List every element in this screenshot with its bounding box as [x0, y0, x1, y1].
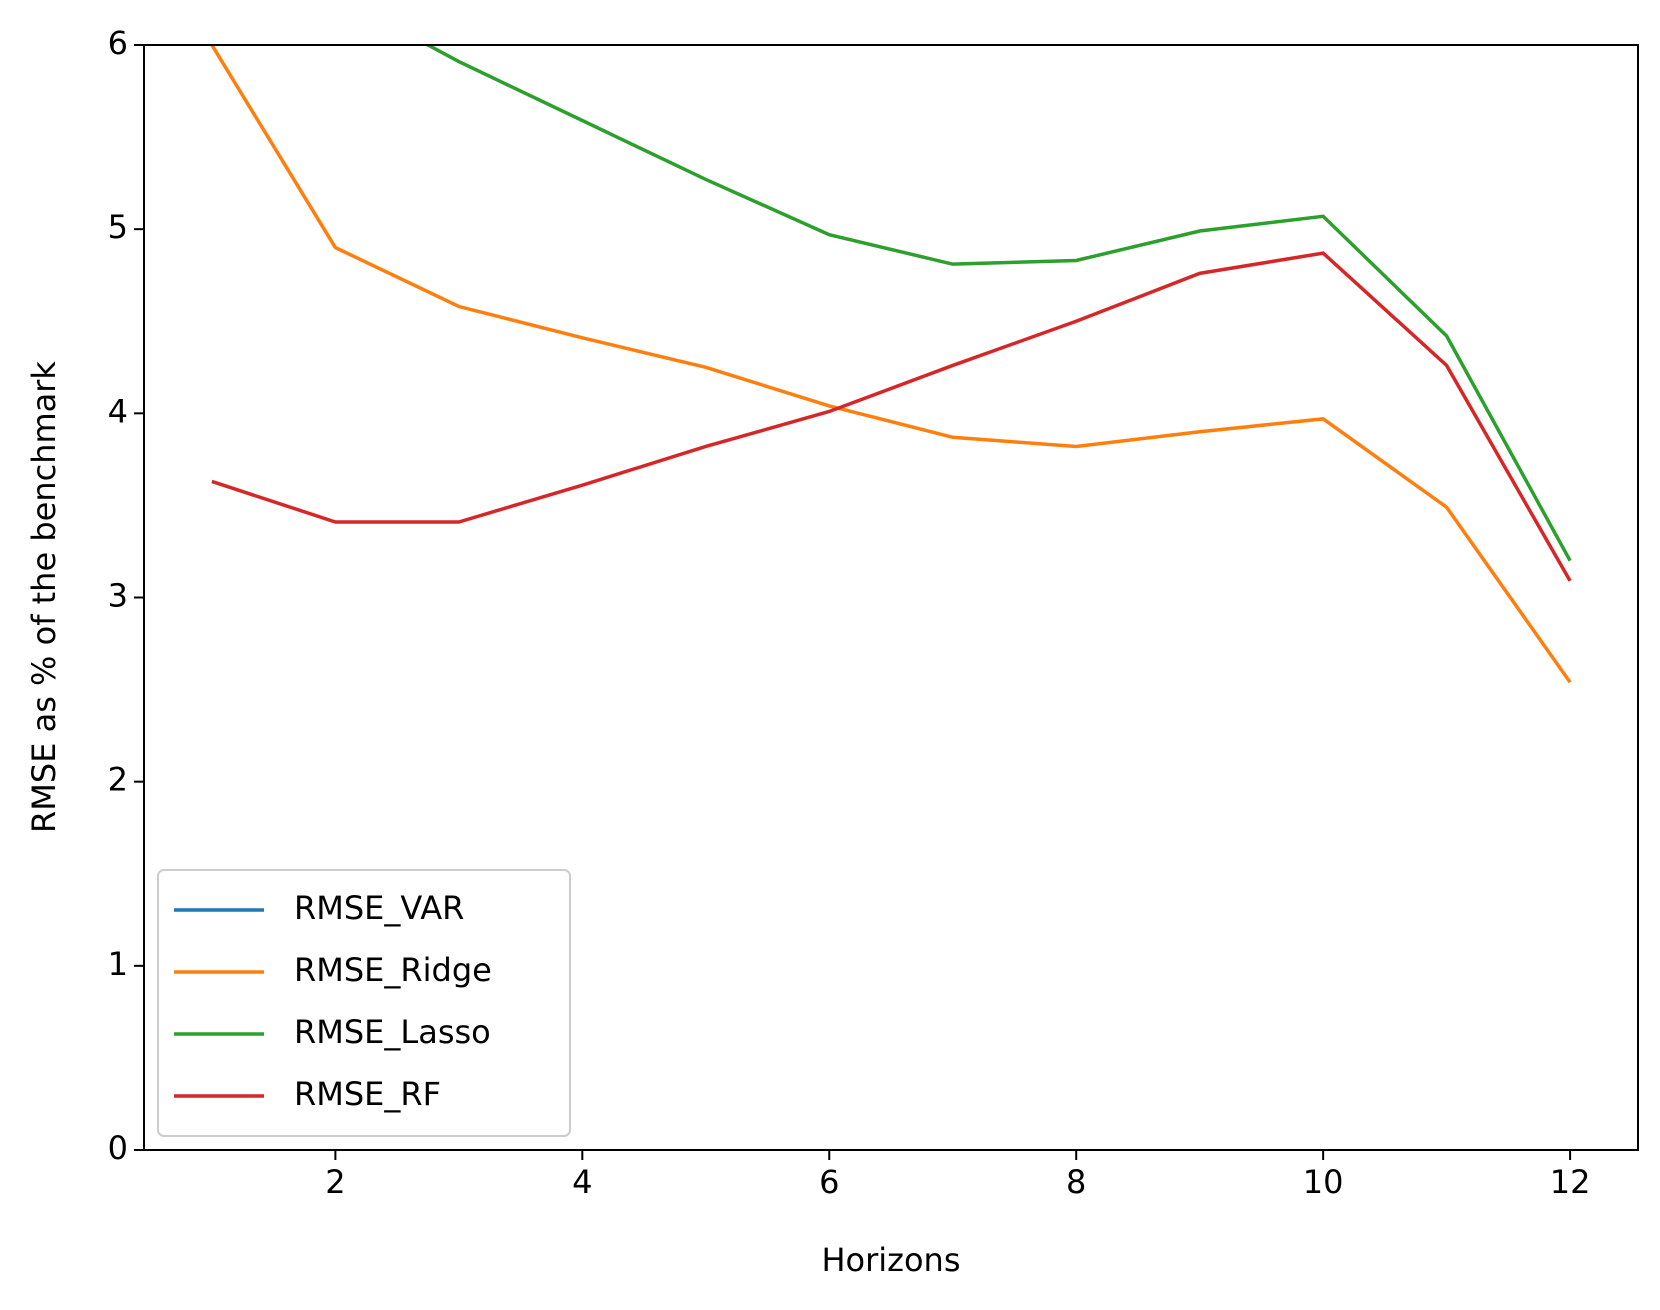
y-tick-label: 1 [108, 945, 128, 983]
legend-label: RMSE_RF [294, 1075, 441, 1113]
series-line [211, 251, 1572, 582]
y-tick-label: 6 [108, 24, 128, 62]
legend-label: RMSE_Ridge [294, 951, 492, 989]
legend-label: RMSE_VAR [294, 889, 464, 927]
series-line [210, 45, 1572, 684]
x-tick-label: 12 [1550, 1163, 1591, 1201]
y-tick-label: 0 [108, 1129, 128, 1167]
x-tick-label: 6 [819, 1163, 839, 1201]
series-line [424, 45, 1572, 562]
legend-frame [157, 869, 571, 1137]
x-axis-label: Horizons [821, 1241, 960, 1279]
plot-lines [210, 45, 1572, 684]
y-tick-label: 2 [108, 761, 128, 799]
y-tick-label: 3 [108, 577, 128, 615]
legend: RMSE_VAR RMSE_Ridge RMSE_Lasso RMSE_RF [157, 869, 571, 1137]
x-tick-label: 2 [325, 1163, 345, 1201]
x-tick-label: 10 [1303, 1163, 1344, 1201]
legend-label: RMSE_Lasso [294, 1013, 491, 1051]
x-tick-label: 8 [1066, 1163, 1086, 1201]
x-tick-label: 4 [572, 1163, 592, 1201]
y-tick-label: 4 [108, 392, 128, 430]
y-axis-label: RMSE as % of the benchmark [25, 361, 63, 833]
y-tick-label: 5 [108, 208, 128, 246]
